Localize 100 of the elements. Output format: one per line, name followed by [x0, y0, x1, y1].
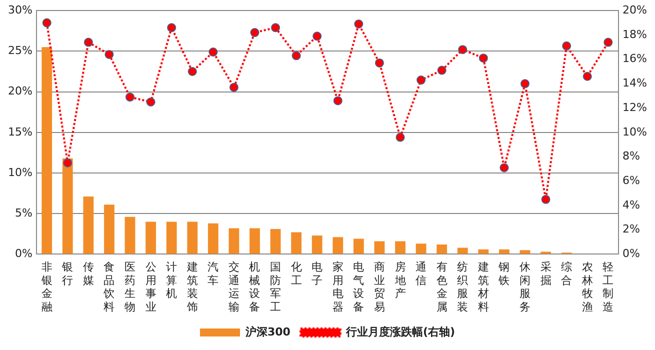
- y2-tick-label: 12%: [622, 100, 648, 114]
- point: [541, 194, 550, 204]
- point: [63, 158, 72, 168]
- bar: [312, 236, 322, 254]
- point: [604, 38, 613, 47]
- y2-tick-label: 0%: [622, 247, 640, 260]
- x-tick-label: 采掘: [540, 260, 552, 287]
- x-tick-label: 机械设备: [249, 260, 260, 314]
- y-tick-label: 10%: [8, 166, 32, 179]
- x-tick-label: 纺织服装: [457, 260, 468, 314]
- x-tick-label: 国防军工: [270, 260, 282, 314]
- point: [478, 54, 488, 63]
- legend-label: 沪深300: [244, 325, 291, 338]
- x-tick-label: 轻工制造: [602, 260, 614, 314]
- point: [333, 96, 342, 106]
- bar: [478, 249, 489, 254]
- point: [84, 38, 93, 47]
- bar: [187, 222, 198, 254]
- bar: [395, 241, 406, 254]
- x-tick-label: 有色金属: [436, 260, 448, 314]
- bar: [83, 196, 94, 254]
- x-tick-label: 汽车: [208, 260, 219, 287]
- x-tick-label: 传媒: [82, 260, 94, 287]
- bar: [436, 244, 448, 254]
- bar: [332, 237, 344, 254]
- y-tick-label: 30%: [8, 3, 32, 16]
- y-tick-label: 0%: [14, 247, 32, 260]
- point: [458, 45, 468, 54]
- point: [292, 51, 301, 60]
- x-tick-label: 房地产: [394, 260, 406, 300]
- point: [250, 28, 260, 38]
- x-tick-label: 医药生物: [124, 260, 136, 314]
- bar: [416, 244, 426, 254]
- x-tick-label: 非银金融: [40, 260, 52, 314]
- point: [354, 20, 364, 28]
- x-tick-label: 通信: [416, 260, 427, 287]
- x-tick-label: 农林牧渔: [580, 260, 593, 314]
- x-tick-label: 家用电器: [332, 260, 344, 314]
- bar: [291, 232, 302, 254]
- x-tick-label: 电气设备: [353, 260, 364, 314]
- point: [167, 23, 176, 32]
- y2-tick-label: 20%: [622, 3, 648, 16]
- x-tick-label: 银行: [61, 260, 74, 287]
- x-tick-label: 综合: [561, 260, 572, 287]
- point: [146, 97, 156, 106]
- x-tick-label: 钢铁: [498, 260, 510, 287]
- bar: [124, 216, 136, 254]
- bar: [62, 158, 73, 254]
- y2-tick-label: 2%: [622, 222, 640, 236]
- point: [312, 32, 322, 41]
- bar: [374, 241, 385, 254]
- bar: [146, 222, 156, 254]
- bar: [520, 250, 530, 254]
- y2-tick-label: 4%: [622, 198, 640, 212]
- point: [520, 79, 530, 88]
- x-tick-label: 电子: [312, 260, 323, 287]
- bar: [166, 222, 177, 254]
- y-tick-label: 20%: [8, 84, 32, 98]
- bar: [499, 249, 510, 254]
- point: [104, 50, 114, 59]
- bar: [353, 238, 364, 254]
- y2-tick-label: 6%: [622, 174, 640, 187]
- bar: [42, 47, 52, 254]
- x-tick-label: 计算机: [166, 260, 178, 300]
- bar: [228, 228, 240, 254]
- y2-tick-label: 10%: [622, 125, 648, 138]
- y2-tick-label: 14%: [622, 76, 648, 90]
- x-tick-label: 化工: [290, 260, 302, 287]
- bar: [457, 248, 468, 254]
- point: [271, 23, 280, 32]
- point: [42, 18, 52, 28]
- bar: [270, 229, 281, 254]
- bar: [104, 204, 114, 254]
- legend-label: 行业月度涨跌幅(右轴): [344, 325, 456, 338]
- x-tick-label: 建筑材料: [476, 260, 489, 314]
- point: [208, 48, 218, 57]
- point: [500, 163, 509, 172]
- bar: [208, 223, 218, 254]
- point: [437, 66, 446, 75]
- y-tick-label: 15%: [8, 125, 32, 138]
- x-tick-label: 商业贸易: [374, 260, 385, 314]
- x-tick-label: 交通运输: [228, 260, 240, 314]
- point: [188, 67, 197, 76]
- y-tick-label: 5%: [14, 206, 32, 220]
- x-tick-label: 建筑装饰: [186, 260, 198, 314]
- point: [396, 132, 405, 142]
- point: [416, 76, 426, 85]
- x-tick-label: 公用事业: [145, 260, 156, 314]
- y2-tick-label: 18%: [622, 28, 648, 41]
- point: [374, 58, 384, 68]
- y2-tick-label: 8%: [622, 150, 640, 163]
- bar: [250, 228, 260, 254]
- x-tick-label: 食品饮料: [102, 260, 115, 314]
- x-tick-label: 休闲服务: [520, 260, 530, 314]
- point: [562, 41, 572, 50]
- point: [229, 82, 238, 92]
- y2-tick-label: 16%: [622, 52, 648, 66]
- point: [126, 92, 134, 102]
- point: [582, 72, 592, 81]
- y-tick-label: 25%: [8, 44, 32, 58]
